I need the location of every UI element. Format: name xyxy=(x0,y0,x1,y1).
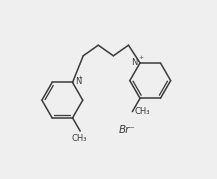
Text: N: N xyxy=(75,77,82,86)
Text: +: + xyxy=(78,75,83,80)
Text: +: + xyxy=(138,55,143,60)
Text: Br⁻: Br⁻ xyxy=(119,125,136,135)
Text: CH₃: CH₃ xyxy=(72,134,87,143)
Text: N: N xyxy=(131,57,137,67)
Text: CH₃: CH₃ xyxy=(134,107,150,116)
